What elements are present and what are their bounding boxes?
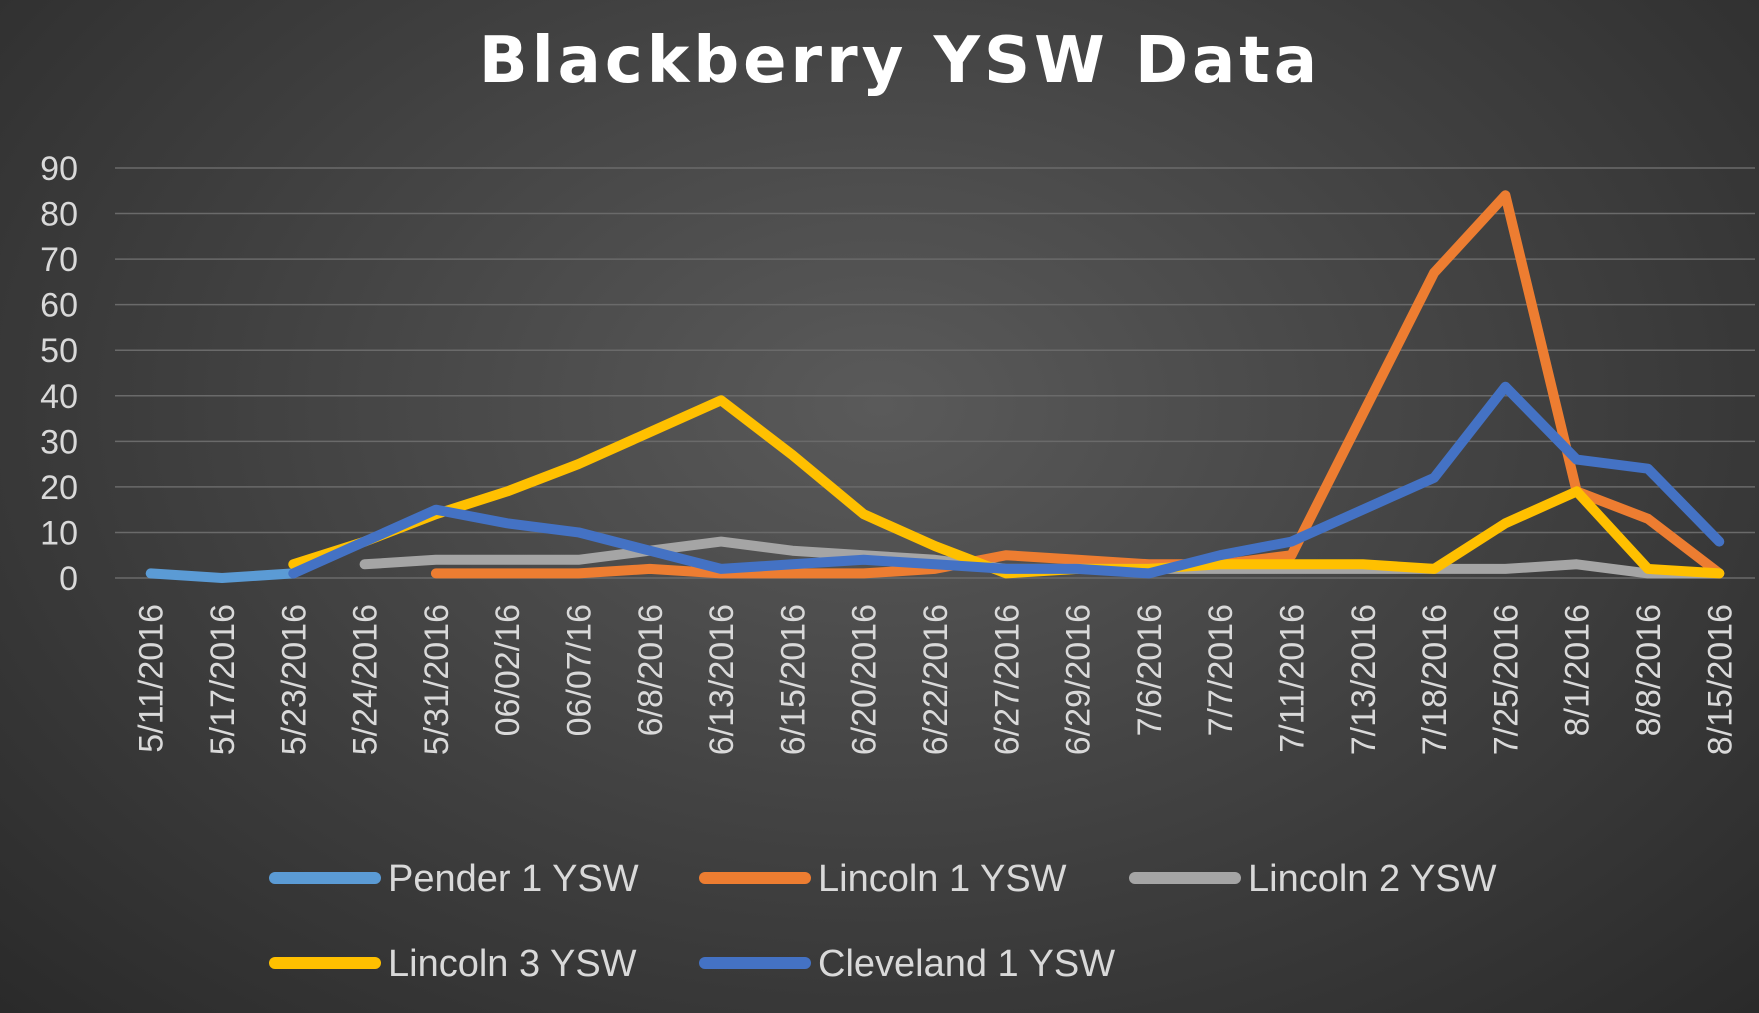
x-tick-label: 8/1/2016 xyxy=(1559,604,1597,736)
series-lines xyxy=(145,190,1725,583)
y-tick-label: 50 xyxy=(40,332,78,370)
x-tick-label: 06/07/16 xyxy=(560,604,598,736)
legend-label: Lincoln 3 YSW xyxy=(388,943,637,985)
legend-label: Lincoln 1 YSW xyxy=(818,858,1067,900)
x-tick-label: 8/8/2016 xyxy=(1630,604,1668,736)
x-tick-label: 7/7/2016 xyxy=(1202,604,1240,736)
legend: Pender 1 YSW Lincoln 1 YSW Lincoln 2 YSW Li… xyxy=(269,858,1497,985)
y-tick-label: 70 xyxy=(40,241,78,279)
series-line-1 xyxy=(145,568,299,583)
x-axis-ticks: 5/11/2016 5/17/2016 5/23/2016 5/24/2016 5/31… xyxy=(133,604,1740,755)
legend-label: Cleveland 1 YSW xyxy=(818,943,1115,985)
x-tick-label: 5/11/2016 xyxy=(133,604,171,753)
x-tick-label: 7/25/2016 xyxy=(1487,604,1525,755)
x-tick-label: 7/18/2016 xyxy=(1416,604,1454,755)
x-tick-label: 8/15/2016 xyxy=(1701,604,1739,755)
y-tick-label: 40 xyxy=(40,378,78,416)
x-tick-label: 5/31/2016 xyxy=(418,604,456,755)
chart-title: Blackberry YSW Data xyxy=(479,24,1321,98)
y-tick-label: 90 xyxy=(40,150,78,188)
y-tick-label: 60 xyxy=(40,287,78,325)
y-tick-label: 0 xyxy=(59,560,78,598)
y-tick-label: 10 xyxy=(40,514,78,552)
x-tick-label: 7/6/2016 xyxy=(1131,604,1169,736)
y-tick-label: 80 xyxy=(40,196,78,234)
x-tick-label: 6/27/2016 xyxy=(988,604,1026,755)
y-axis-ticks: 0 10 20 30 40 50 60 70 80 90 xyxy=(40,150,78,598)
x-tick-label: 6/22/2016 xyxy=(917,604,955,755)
legend-label: Pender 1 YSW xyxy=(388,858,639,900)
x-tick-label: 5/24/2016 xyxy=(347,604,385,755)
series-line-5 xyxy=(288,381,1725,579)
x-tick-label: 6/15/2016 xyxy=(774,604,812,755)
x-tick-label: 6/8/2016 xyxy=(632,604,670,736)
x-tick-label: 5/17/2016 xyxy=(204,604,242,755)
x-tick-label: 6/29/2016 xyxy=(1060,604,1098,755)
x-tick-label: 6/13/2016 xyxy=(703,604,741,755)
x-tick-label: 5/23/2016 xyxy=(275,604,313,755)
series-line-2 xyxy=(430,190,1725,579)
legend-label: Lincoln 2 YSW xyxy=(1248,858,1497,900)
x-tick-label: 06/02/16 xyxy=(489,604,527,736)
y-tick-label: 20 xyxy=(40,469,78,507)
x-tick-label: 6/20/2016 xyxy=(846,604,884,755)
y-tick-label: 30 xyxy=(40,423,78,461)
x-tick-label: 7/13/2016 xyxy=(1345,604,1383,755)
x-tick-label: 7/11/2016 xyxy=(1274,604,1312,753)
